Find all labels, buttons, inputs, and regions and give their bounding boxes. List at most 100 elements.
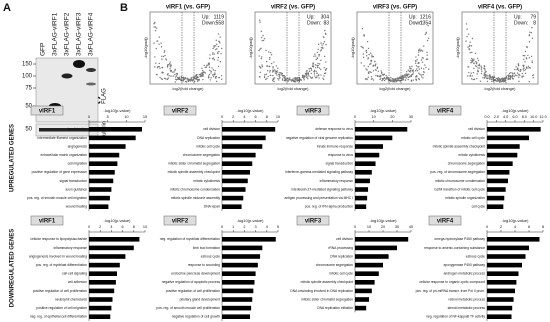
volcano-dot [198,79,200,82]
volcano-dot [488,75,491,77]
term-label: cell migration [68,162,88,166]
up-count: 79 [530,14,536,20]
bar [355,262,383,268]
volcano-dot [524,50,527,53]
term-label: epoxygenase P450 pathway [444,263,486,267]
x-axis-label: -log10(p-value) [502,108,530,113]
volcano-dot [477,67,479,69]
volcano-dot [260,30,263,33]
volcano-dot [480,65,482,67]
volcano-dot [305,74,308,76]
volcano-dot [309,67,312,70]
volcano-dot [158,36,160,38]
x-tick-label: 0.0 [484,115,489,119]
term-label: neg. regulation of NF-kappaB TF activity [426,315,485,319]
lane-label: 3xFLAG-vIRF3 [76,12,83,56]
volcano-dot [406,74,408,76]
y-axis-label: -log10(padj) [350,37,355,59]
volcano-dot [516,72,519,74]
volcano-dot [393,78,395,80]
volcano-dot [496,78,499,81]
panel-label: A [3,2,11,14]
term-label: DNA repair [204,205,221,209]
volcano-dot [206,64,208,66]
volcano-dot [316,65,319,67]
term-label: neutrophil chemotaxis [55,297,87,301]
bar [487,170,510,175]
volcano-dot [374,65,377,67]
volcano-dot [423,45,425,47]
x-axis-label: -log10(p-value) [237,108,265,113]
volcano-dot [512,78,514,80]
volcano-dot [527,54,529,57]
volcano-dot [297,79,299,82]
volcano-dot [316,57,319,60]
volcano-dot [160,42,162,44]
down-label: Down: [202,20,216,26]
volcano-dot [280,73,283,75]
volcano-dot [320,49,323,51]
volcano-dot [514,74,517,76]
term-label: pituitary gland development [180,297,220,301]
volcano-dot [272,78,274,80]
volcano-dot [323,75,325,77]
volcano-dot [182,80,185,82]
volcano-dot [287,79,290,81]
row-label: DOWNREGULATED GENES [10,229,16,308]
volcano-dot [531,74,534,77]
volcano-dot [389,79,392,81]
volcano-dot [426,39,429,42]
volcano-dot [163,77,166,80]
volcano-dot [425,32,427,34]
volcano-dot [325,61,327,63]
volcano-dot [261,64,263,66]
volcano-dot [509,78,512,80]
volcano-dot [465,40,467,42]
volcano-dot [212,57,214,60]
x-tick-label: 1 [232,225,234,229]
volcano-dot [213,73,216,76]
volcano-dot [262,39,265,42]
volcano-dot [466,35,468,38]
volcano-dot [158,65,160,68]
volcano-dot [261,40,263,42]
volcano-dot [516,74,518,77]
volcano-dot [318,55,320,57]
volcano-dot [466,28,468,30]
volcano-dot [476,73,478,75]
volcano-dot [184,77,187,79]
volcano-dot [276,70,279,72]
volcano-dot [212,69,215,71]
volcano-dot [266,77,268,80]
volcano-dot [317,43,320,46]
volcano-dot [377,70,380,72]
x-tick-label: 6 [122,225,124,229]
volcano-dot [382,78,384,81]
volcano-dot [154,66,156,68]
volcano-dot [419,48,421,50]
volcano-dot [215,48,217,51]
volcano-dot [491,76,494,79]
term-label: steroid metabolic process [448,306,486,310]
plot-title: vIRF3 (vs. GFP) [373,5,417,11]
volcano-dot [490,78,493,80]
x-tick-label: 30 [409,115,413,119]
volcano-dot [271,71,274,73]
volcano-dot [465,23,468,25]
term-label: estrous cycle [466,254,485,258]
volcano-dot [217,52,219,55]
volcano-dot [305,70,308,72]
volcano-dot [363,65,365,67]
mw-marker: 100 [22,74,33,80]
volcano-dot [265,73,268,75]
volcano-dot [301,75,304,77]
volcano-dot [477,64,479,67]
volcano-dot [489,74,491,76]
volcano-dot [414,70,417,72]
x-axis-label: -log10(p-value) [104,108,132,113]
x-tick-label: 8 [133,225,135,229]
volcano-dot [161,55,163,57]
volcano-dot [209,79,212,81]
volcano-dot [208,75,210,77]
volcano-dot [475,60,477,63]
